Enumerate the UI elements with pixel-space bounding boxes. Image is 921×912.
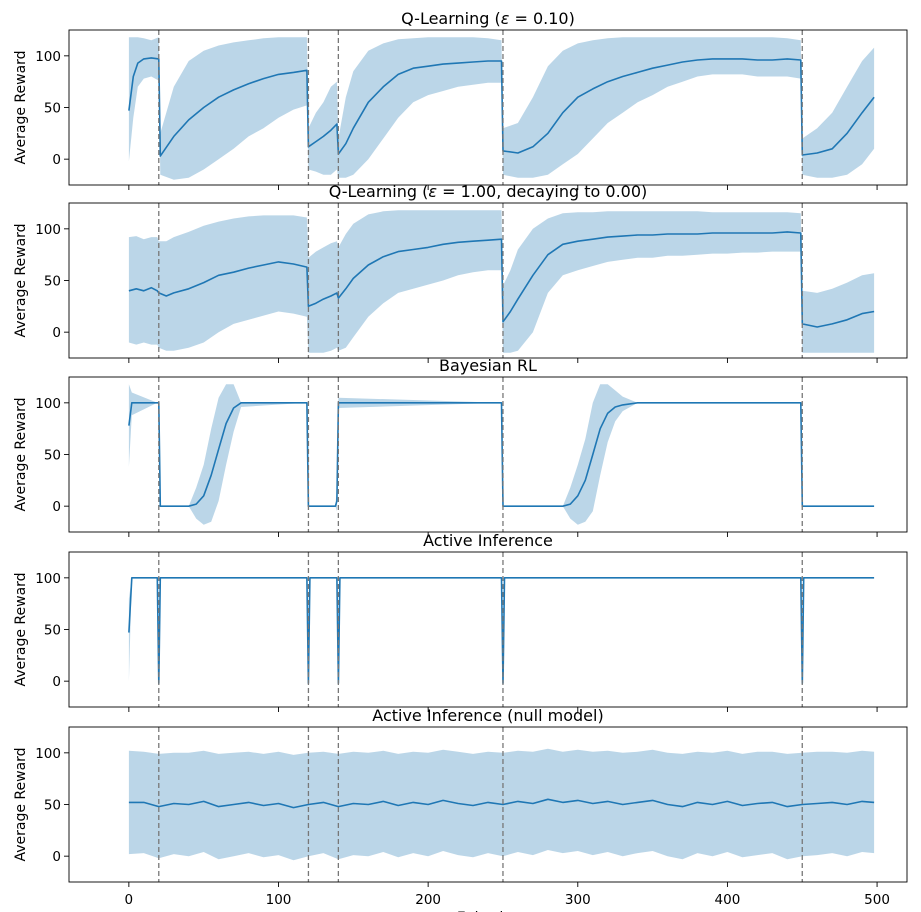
y-tick-label: 100 xyxy=(35,571,61,587)
y-tick-label: 50 xyxy=(44,448,61,464)
confidence-band xyxy=(128,37,875,180)
y-tick-label: 0 xyxy=(52,499,61,515)
mean-line xyxy=(128,576,875,685)
y-tick-label: 100 xyxy=(35,49,61,65)
x-tick-label: 300 xyxy=(565,892,591,908)
panel-title: Q-Learning (ε = 1.00, decaying to 0.00) xyxy=(329,182,648,201)
mean-line xyxy=(128,231,875,328)
y-tick-label: 100 xyxy=(35,222,61,238)
y-tick-label: 0 xyxy=(52,325,61,341)
panel-title: Active Inference (null model) xyxy=(372,706,603,725)
y-tick-label: 0 xyxy=(52,152,61,168)
mean-line xyxy=(128,57,875,157)
confidence-band xyxy=(128,210,875,353)
x-tick-label: 500 xyxy=(864,892,890,908)
panel-1: 0 50 100 Q-Learning (ε = 0.10) Average Rewar… xyxy=(13,9,908,190)
x-tick-label: 200 xyxy=(415,892,441,908)
y-axis-label: Average Reward xyxy=(13,747,29,861)
panel-4: 0 50 100 Active Inference Average Reward xyxy=(13,531,908,712)
y-tick-label: 50 xyxy=(44,623,61,639)
y-tick-label: 50 xyxy=(44,101,61,117)
y-tick-label: 0 xyxy=(52,849,61,865)
y-tick-label: 100 xyxy=(35,396,61,412)
y-axis-label: Average Reward xyxy=(13,50,29,164)
x-tick-label: 100 xyxy=(266,892,292,908)
y-axis-label: Average Reward xyxy=(13,223,29,337)
mean-line xyxy=(128,798,875,809)
y-tick-label: 50 xyxy=(44,798,61,814)
y-axis-label: Average Reward xyxy=(13,397,29,511)
panel-title: Q-Learning (ε = 0.10) xyxy=(401,9,575,28)
y-tick-label: 50 xyxy=(44,274,61,290)
y-axis-label: Average Reward xyxy=(13,572,29,686)
y-tick-label: 100 xyxy=(35,746,61,762)
x-tick-label: 0 xyxy=(125,892,134,908)
panel-3: 0 50 100 Bayesian RL Average Reward xyxy=(13,356,908,537)
panel-2: 0 50 100 Q-Learning (ε = 1.00, decaying to … xyxy=(13,182,908,363)
x-tick-label: 400 xyxy=(715,892,741,908)
panel-5: 0 50 100 0 100 200 300 400 500 Active Inference (… xyxy=(13,706,908,908)
y-tick-label: 0 xyxy=(52,674,61,690)
panel-title: Active Inference xyxy=(423,531,553,550)
panel-title: Bayesian RL xyxy=(439,356,537,375)
axes-frame xyxy=(68,551,908,708)
mean-line xyxy=(128,401,875,508)
confidence-band xyxy=(128,384,875,525)
x-axis-label: Episodes xyxy=(457,910,519,912)
